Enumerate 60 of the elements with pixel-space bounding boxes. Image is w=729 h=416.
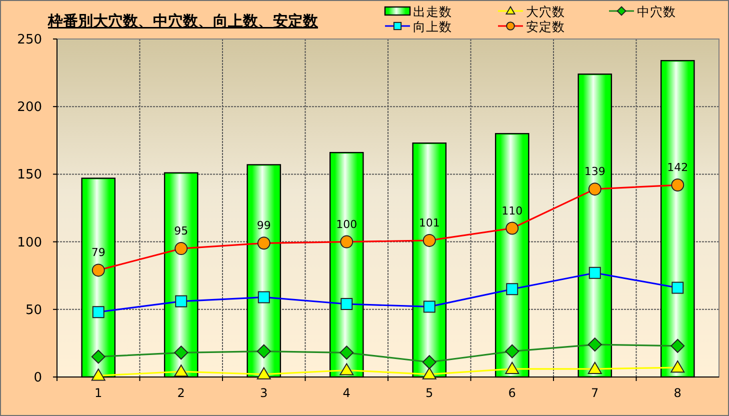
legend-label: 出走数 xyxy=(413,4,452,19)
data-label: 142 xyxy=(667,161,688,174)
point xyxy=(92,306,104,318)
point xyxy=(340,363,354,376)
data-label: 139 xyxy=(584,165,606,178)
data-label: 100 xyxy=(336,218,358,231)
y-tick-label: 100 xyxy=(17,235,42,250)
data-label: 95 xyxy=(174,224,188,238)
point xyxy=(340,235,354,248)
point xyxy=(588,182,602,196)
point xyxy=(91,368,106,381)
data-label: 99 xyxy=(256,219,271,232)
point xyxy=(506,222,519,235)
data-label: 110 xyxy=(502,204,523,218)
point xyxy=(671,178,684,192)
legend-label: 安定数 xyxy=(526,19,565,34)
point xyxy=(257,236,270,250)
point xyxy=(340,346,354,360)
point xyxy=(422,367,436,380)
legend-label: 向上数 xyxy=(413,19,452,34)
chart-title: 枠番別大穴数、中穴数、向上数、安定数 xyxy=(47,12,319,30)
x-tick-label: 7 xyxy=(591,386,599,400)
y-tick-label: 50 xyxy=(25,302,42,318)
x-tick-label: 8 xyxy=(674,386,682,400)
point xyxy=(588,266,601,279)
point xyxy=(672,282,684,294)
data-label: 79 xyxy=(91,246,106,260)
x-tick-label: 2 xyxy=(177,386,185,400)
point xyxy=(588,362,602,374)
x-tick-label: 3 xyxy=(260,386,268,400)
point xyxy=(91,350,106,364)
y-tick-label: 150 xyxy=(17,168,42,183)
point xyxy=(174,242,188,256)
point xyxy=(506,283,518,296)
point xyxy=(422,355,436,370)
y-tick-label: 0 xyxy=(34,370,42,386)
point xyxy=(174,346,188,360)
point xyxy=(174,364,188,377)
legend-label: 大穴数 xyxy=(526,4,565,19)
point xyxy=(422,234,436,247)
point xyxy=(423,300,436,313)
point xyxy=(505,362,520,374)
data-label: 101 xyxy=(418,216,440,230)
point xyxy=(340,298,353,310)
y-tick-label: 250 xyxy=(17,32,42,48)
point xyxy=(505,344,520,358)
point xyxy=(258,291,270,304)
x-tick-label: 6 xyxy=(508,386,516,400)
x-tick-label: 4 xyxy=(342,386,350,400)
legend-label: 中穴数 xyxy=(637,4,676,19)
point xyxy=(256,367,271,380)
x-tick-label: 1 xyxy=(94,386,102,400)
x-tick-label: 5 xyxy=(426,386,434,400)
point xyxy=(175,295,188,308)
point xyxy=(588,338,602,352)
y-tick-label: 200 xyxy=(17,100,42,116)
point xyxy=(92,264,105,277)
point xyxy=(256,344,271,358)
point xyxy=(670,360,685,373)
point xyxy=(670,338,685,353)
